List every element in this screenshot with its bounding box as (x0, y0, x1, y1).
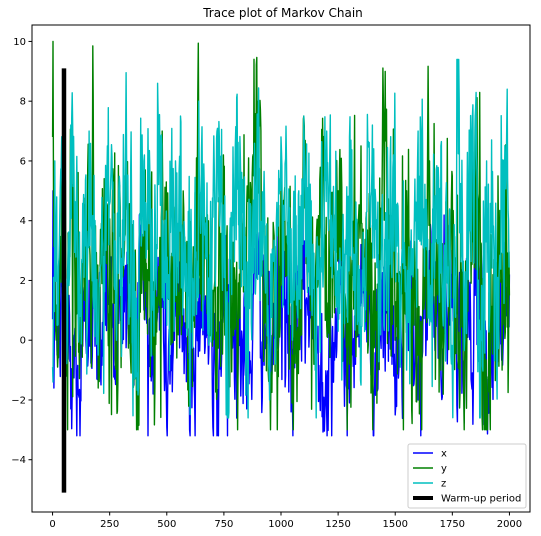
x-tick-label: 1000 (268, 519, 293, 530)
y-axis: −4 −2 0 2 4 6 8 10 (11, 37, 32, 466)
x-axis: 0 250 500 750 1000 1250 1500 1750 2000 (49, 512, 522, 530)
legend: xyz Warm-up period (407, 443, 527, 509)
x-tick-label: 500 (157, 519, 176, 530)
legend-label: x (441, 449, 447, 460)
y-tick-label: 4 (20, 216, 26, 227)
legend-label: y (441, 464, 447, 475)
y-tick-label: 0 (20, 336, 26, 347)
series-line-z (51, 58, 511, 419)
y-tick-label: 8 (20, 97, 26, 108)
legend-label: Warm-up period (441, 494, 521, 505)
x-tick-label: 2000 (497, 519, 522, 530)
y-tick-label: 6 (20, 156, 26, 167)
x-tick-label: 0 (49, 519, 55, 530)
series-layer (51, 40, 511, 437)
chart-title: Trace plot of Markov Chain (202, 6, 363, 20)
x-tick-label: 1500 (382, 519, 407, 530)
x-tick-label: 250 (100, 519, 119, 530)
y-tick-label: 2 (20, 276, 26, 287)
y-tick-label: −4 (11, 455, 26, 466)
y-tick-label: 10 (13, 37, 26, 48)
x-tick-label: 1750 (440, 519, 465, 530)
x-tick-label: 750 (214, 519, 233, 530)
legend-label: z (441, 479, 446, 490)
legend-box (407, 443, 527, 509)
y-tick-label: −2 (11, 395, 26, 406)
x-tick-label: 1250 (325, 519, 350, 530)
